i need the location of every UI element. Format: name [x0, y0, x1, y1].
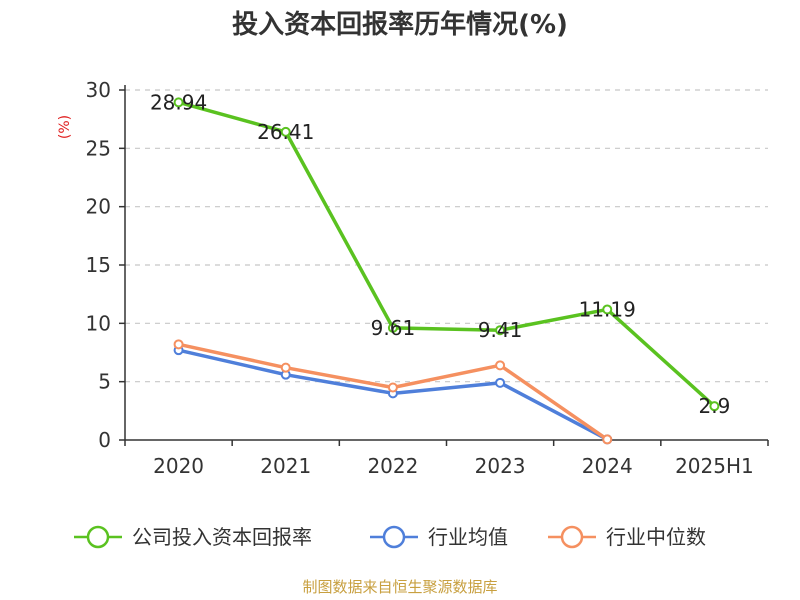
- data-point[interactable]: [495, 325, 506, 336]
- y-tick-label: 0: [98, 428, 111, 452]
- x-tick-label: 2022: [367, 454, 418, 478]
- x-tick-label: 2023: [475, 454, 526, 478]
- legend-label: 公司投入资本回报率: [132, 525, 312, 549]
- data-label: 2.9: [699, 394, 731, 418]
- data-point[interactable]: [387, 382, 398, 393]
- series-line: [178, 100, 716, 408]
- y-tick-label: 10: [86, 311, 111, 335]
- legend-item[interactable]: 行业中位数: [548, 525, 706, 549]
- legend-marker: [86, 525, 110, 549]
- legend-item[interactable]: 公司投入资本回报率: [74, 525, 312, 549]
- data-point[interactable]: [709, 401, 720, 412]
- legend-label: 行业均值: [428, 525, 508, 549]
- chart-title: 投入资本回报率历年情况(%): [232, 9, 568, 40]
- y-axis-ticks: 0 5 10 15 20 25 30: [86, 78, 126, 452]
- legend-marker: [560, 525, 584, 549]
- data-point[interactable]: [602, 434, 613, 445]
- data-label: 28.94: [150, 90, 207, 114]
- data-label: 26.41: [257, 120, 314, 144]
- x-tick-label: 2020: [153, 454, 204, 478]
- y-axis-label: (%): [57, 115, 73, 139]
- source-note: 制图数据来自恒生聚源数据库: [302, 578, 497, 596]
- x-axis: 2020 2021 2022 2023 2024 2025H1: [124, 439, 769, 478]
- y-tick-label: 20: [86, 195, 111, 219]
- y-tick-label: 5: [98, 370, 111, 394]
- y-tick-label: 25: [86, 136, 111, 160]
- x-tick-label: 2025H1: [675, 454, 754, 478]
- data-point[interactable]: [173, 97, 184, 108]
- data-point[interactable]: [495, 360, 506, 371]
- data-point[interactable]: [495, 377, 506, 388]
- legend[interactable]: 公司投入资本回报率 行业均值 行业中位数: [74, 525, 706, 549]
- x-tick-label: 2024: [582, 454, 633, 478]
- series-group: [173, 97, 720, 445]
- legend-marker: [382, 525, 406, 549]
- data-point[interactable]: [387, 322, 398, 333]
- data-label: 11.19: [579, 297, 636, 321]
- data-label: 9.41: [478, 318, 523, 342]
- grid-lines: [125, 89, 768, 383]
- data-label: 9.61: [371, 316, 416, 340]
- y-tick-label: 30: [86, 78, 111, 102]
- data-point[interactable]: [280, 126, 291, 137]
- legend-item[interactable]: 行业均值: [370, 525, 508, 549]
- y-tick-label: 15: [86, 253, 111, 277]
- data-point[interactable]: [280, 362, 291, 373]
- data-point[interactable]: [602, 304, 613, 315]
- data-labels: 28.94 26.41 9.61 9.41 11.19 2.9: [150, 90, 730, 418]
- legend-label: 行业中位数: [606, 525, 706, 549]
- data-point[interactable]: [173, 339, 184, 350]
- x-tick-label: 2021: [260, 454, 311, 478]
